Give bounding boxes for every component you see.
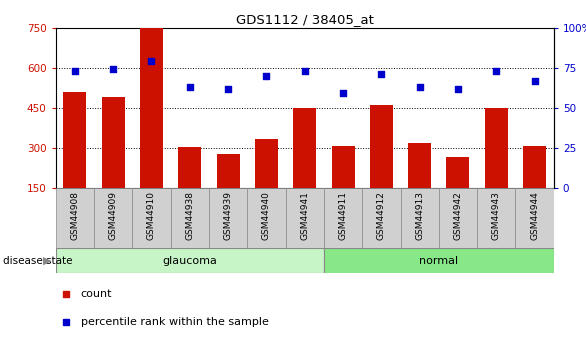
Bar xyxy=(362,188,400,248)
Text: GSM44913: GSM44913 xyxy=(415,191,424,240)
Bar xyxy=(56,188,94,248)
Bar xyxy=(485,108,508,188)
Bar xyxy=(209,188,247,248)
Bar xyxy=(370,105,393,188)
Bar xyxy=(324,248,554,273)
Point xyxy=(415,84,424,90)
Bar xyxy=(516,188,554,248)
Bar xyxy=(63,92,86,188)
Point xyxy=(338,91,347,96)
Bar xyxy=(171,188,209,248)
Text: GSM44910: GSM44910 xyxy=(147,191,156,240)
Bar xyxy=(332,146,355,188)
Bar xyxy=(523,146,546,188)
Text: GSM44943: GSM44943 xyxy=(492,191,501,240)
Bar xyxy=(408,142,431,188)
Text: GSM44939: GSM44939 xyxy=(224,191,233,240)
Bar xyxy=(285,188,324,248)
Text: percentile rank within the sample: percentile rank within the sample xyxy=(81,317,268,326)
Bar xyxy=(324,188,362,248)
Text: count: count xyxy=(81,289,112,299)
Text: GSM44908: GSM44908 xyxy=(70,191,79,240)
Bar xyxy=(255,139,278,188)
Point xyxy=(146,59,156,64)
Bar xyxy=(439,188,477,248)
Point xyxy=(530,78,539,83)
Bar xyxy=(56,248,324,273)
Bar xyxy=(217,154,240,188)
Bar xyxy=(400,188,439,248)
Text: GSM44912: GSM44912 xyxy=(377,191,386,240)
Text: GSM44941: GSM44941 xyxy=(300,191,309,240)
Text: GSM44911: GSM44911 xyxy=(339,191,347,240)
Point xyxy=(223,86,233,91)
Text: normal: normal xyxy=(419,256,458,266)
Bar xyxy=(247,188,285,248)
Bar xyxy=(132,188,171,248)
Point xyxy=(300,68,309,74)
Point xyxy=(492,68,501,74)
Text: ▶: ▶ xyxy=(43,256,52,266)
Title: GDS1112 / 38405_at: GDS1112 / 38405_at xyxy=(236,13,374,27)
Bar xyxy=(140,28,163,188)
Point xyxy=(377,71,386,77)
Bar xyxy=(293,108,316,188)
Point xyxy=(108,67,118,72)
Text: disease state: disease state xyxy=(3,256,73,266)
Point xyxy=(262,73,271,78)
Point xyxy=(70,68,80,74)
Bar xyxy=(447,157,469,188)
Text: GSM44942: GSM44942 xyxy=(454,191,462,240)
Bar xyxy=(477,188,516,248)
Bar xyxy=(178,147,201,188)
Bar xyxy=(94,188,132,248)
Text: GSM44940: GSM44940 xyxy=(262,191,271,240)
Text: glaucoma: glaucoma xyxy=(162,256,217,266)
Point xyxy=(454,86,463,91)
Text: GSM44944: GSM44944 xyxy=(530,191,539,240)
Text: GSM44938: GSM44938 xyxy=(185,191,195,240)
Point xyxy=(185,84,195,90)
Bar xyxy=(101,97,125,188)
Text: GSM44909: GSM44909 xyxy=(108,191,118,240)
